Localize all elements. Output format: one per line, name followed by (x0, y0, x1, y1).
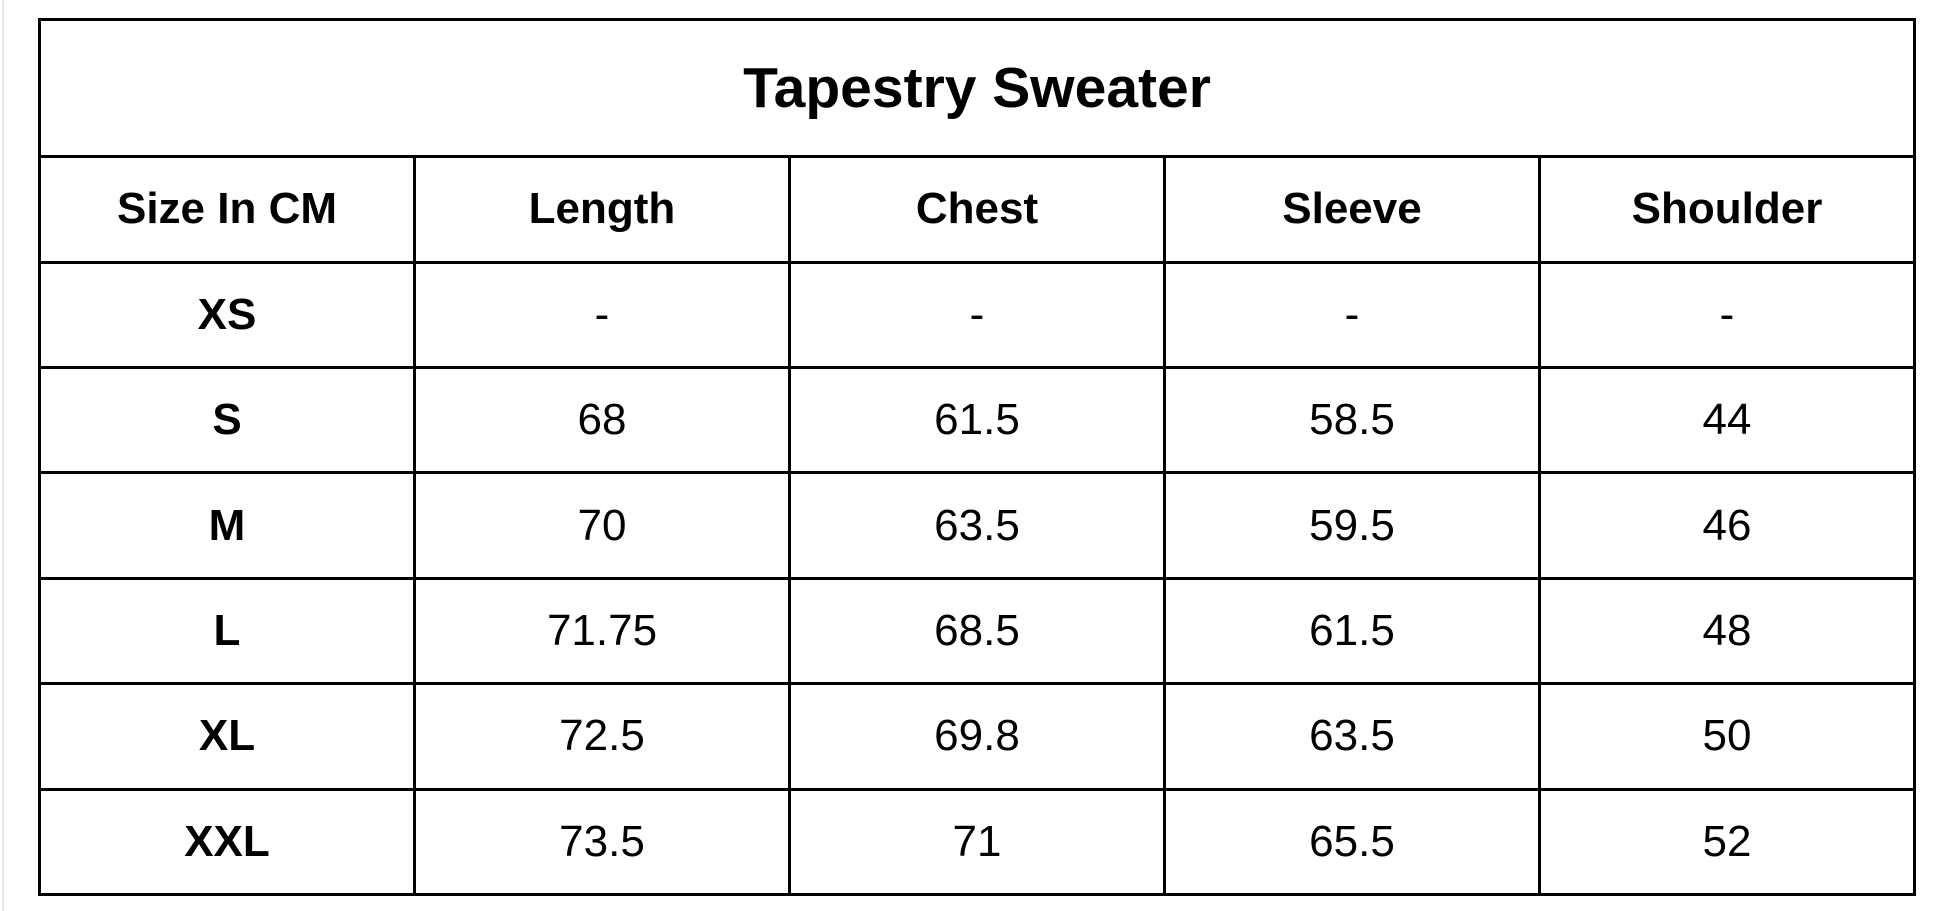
measurement: 61.5 (1163, 576, 1541, 686)
size-label: XL (38, 682, 416, 791)
measurement: 65.5 (1163, 787, 1541, 897)
measurement: 59.5 (1163, 471, 1541, 580)
table-title: Tapestry Sweater (38, 17, 1916, 159)
measurement: 44 (1538, 365, 1916, 475)
data-row: S 68 61.5 58.5 44 (38, 365, 1916, 475)
data-row: XXL 73.5 71 65.5 52 (38, 787, 1916, 897)
measurement: - (413, 260, 791, 369)
data-row: L 71.75 68.5 61.5 48 (38, 576, 1916, 686)
measurement: 48 (1538, 576, 1916, 686)
size-label: XS (38, 260, 416, 369)
measurement: 69.8 (788, 682, 1166, 791)
column-header: Size In CM (38, 155, 416, 264)
measurement: - (788, 260, 1166, 369)
measurement: 63.5 (788, 471, 1166, 580)
size-label: M (38, 471, 416, 580)
size-label: S (38, 365, 416, 475)
column-header: Length (413, 155, 791, 264)
header-row: Size In CM Length Chest Sleeve Shoulder (38, 155, 1916, 264)
size-table: Tapestry Sweater Size In CM Length Chest Sl… (38, 17, 1916, 897)
column-header: Shoulder (1538, 155, 1916, 264)
measurement: 50 (1538, 682, 1916, 791)
measurement: - (1163, 260, 1541, 369)
column-header: Chest (788, 155, 1166, 264)
measurement: 72.5 (413, 682, 791, 791)
data-row: M 70 63.5 59.5 46 (38, 471, 1916, 580)
window-edge (2, 0, 4, 911)
measurement: 46 (1538, 471, 1916, 580)
measurement: 68 (413, 365, 791, 475)
title-row: Tapestry Sweater (38, 17, 1916, 159)
measurement: 63.5 (1163, 682, 1541, 791)
table-body: Tapestry Sweater Size In CM Length Chest Sl… (38, 17, 1916, 897)
measurement: 71 (788, 787, 1166, 897)
size-label: XXL (38, 787, 416, 897)
data-row: XS - - - - (38, 260, 1916, 369)
column-header: Sleeve (1163, 155, 1541, 264)
measurement: 71.75 (413, 576, 791, 686)
measurement: 73.5 (413, 787, 791, 897)
measurement: - (1538, 260, 1916, 369)
measurement: 61.5 (788, 365, 1166, 475)
measurement: 70 (413, 471, 791, 580)
size-label: L (38, 576, 416, 686)
data-row: XL 72.5 69.8 63.5 50 (38, 682, 1916, 791)
measurement: 68.5 (788, 576, 1166, 686)
measurement: 52 (1538, 787, 1916, 897)
measurement: 58.5 (1163, 365, 1541, 475)
